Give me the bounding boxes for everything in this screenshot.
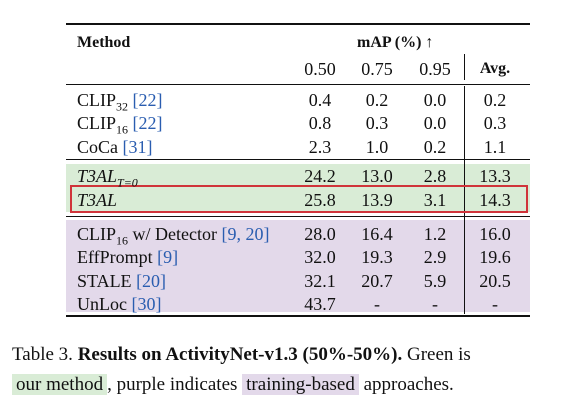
map-value: 2.3 [308, 137, 332, 157]
citation-link[interactable]: [9, 20] [221, 224, 270, 244]
method-name: CLIP [77, 224, 117, 244]
method-name: CLIP [77, 90, 117, 110]
method-name: EffPrompt [77, 247, 153, 267]
map-value: 0.2 [365, 90, 389, 110]
avg-separator-header [464, 54, 465, 80]
map-value: 16.4 [361, 224, 393, 244]
method-subscript: 16 [116, 122, 129, 137]
row-method: CLIP32 [22] [77, 88, 163, 119]
map-value: - [432, 294, 438, 314]
threshold-050: 0.50 [304, 59, 336, 79]
map-value: 32.0 [304, 247, 336, 267]
method-name: UnLoc [77, 294, 127, 314]
method-subscript: 32 [116, 99, 129, 114]
map-value: 2.9 [423, 247, 447, 267]
map-value: 0.2 [423, 137, 447, 157]
map-value: 0.0 [423, 90, 447, 110]
citation-link[interactable]: [31] [122, 137, 153, 157]
avg-value: 0.3 [483, 113, 507, 133]
avg-value: 14.3 [479, 190, 511, 210]
top-rule [66, 23, 530, 25]
citation-link[interactable]: [22] [132, 90, 163, 110]
row-method: CLIP16 w/ Detector [9, 20] [77, 222, 269, 253]
map-value: 3.1 [423, 190, 447, 210]
row-method: T3ALT=0 [77, 164, 138, 195]
method-header: Method [77, 34, 131, 51]
avg-header: Avg. [479, 60, 511, 77]
map-value: 13.9 [361, 190, 393, 210]
map-value: 0.8 [308, 113, 332, 133]
avg-value: 0.2 [483, 90, 507, 110]
map-value: 43.7 [304, 294, 336, 314]
method-name: STALE [77, 271, 132, 291]
map-value: 1.0 [365, 137, 389, 157]
map-value: 0.4 [308, 90, 332, 110]
row-method: STALE [20] [77, 269, 166, 293]
group-rule-2 [66, 216, 530, 217]
row-method: CoCa [31] [77, 135, 153, 159]
map-value: 28.0 [304, 224, 336, 244]
map-value: - [374, 294, 380, 314]
threshold-095: 0.95 [419, 59, 451, 79]
ours-band [66, 164, 530, 212]
method-name: CLIP [77, 113, 117, 133]
best-row-highlight [70, 185, 528, 213]
method-name: CoCa [77, 137, 119, 157]
avg-value: 1.1 [483, 137, 507, 157]
map-value: 0.3 [365, 113, 389, 133]
map-value: 1.2 [423, 224, 447, 244]
map-value: 20.7 [361, 271, 393, 291]
avg-value: 13.3 [479, 166, 511, 186]
map-value: 19.3 [361, 247, 393, 267]
caption-text-3: approaches. [358, 374, 454, 395]
avg-value: 19.6 [479, 247, 511, 267]
caption-purple-term: training-based [242, 374, 359, 395]
caption-text-1: Green is [402, 344, 471, 365]
citation-link[interactable]: [20] [136, 271, 167, 291]
method-name: T3AL [77, 190, 118, 210]
table-caption: Table 3. Results on ActivityNet-v1.3 (50… [12, 340, 572, 400]
caption-title: Results on ActivityNet-v1.3 (50%-50%). [77, 344, 403, 365]
row-method: T3AL [77, 188, 117, 212]
bottom-rule [66, 315, 530, 317]
caption-green-term: our method [12, 374, 108, 395]
row-method: CLIP16 [22] [77, 111, 163, 142]
method-subscript: 16 [116, 233, 129, 248]
metric-header: mAP (%) ↑ [357, 34, 434, 51]
row-method: UnLoc [30] [77, 292, 161, 316]
map-value: 25.8 [304, 190, 336, 210]
avg-value: 20.5 [479, 271, 511, 291]
method-name: T3AL [77, 166, 118, 186]
caption-label: Table 3. [12, 344, 73, 365]
method-suffix: w/ Detector [128, 224, 217, 244]
avg-value: 16.0 [479, 224, 511, 244]
map-value: 5.9 [423, 271, 447, 291]
citation-link[interactable]: [30] [131, 294, 162, 314]
citation-link[interactable]: [22] [132, 113, 163, 133]
caption-text-2: , purple indicates [107, 374, 238, 395]
map-value: 13.0 [361, 166, 393, 186]
map-value: 0.0 [423, 113, 447, 133]
group-rule-1 [66, 159, 530, 160]
training-band [66, 220, 530, 312]
map-value: 32.1 [304, 271, 336, 291]
avg-separator-body [464, 86, 465, 314]
threshold-075: 0.75 [361, 59, 393, 79]
avg-value: - [492, 294, 498, 314]
citation-link[interactable]: [9] [157, 247, 179, 267]
map-value: 2.8 [423, 166, 447, 186]
header-rule [66, 84, 530, 85]
map-value: 24.2 [304, 166, 336, 186]
method-subscript: T=0 [117, 175, 138, 190]
row-method: EffPrompt [9] [77, 245, 178, 269]
